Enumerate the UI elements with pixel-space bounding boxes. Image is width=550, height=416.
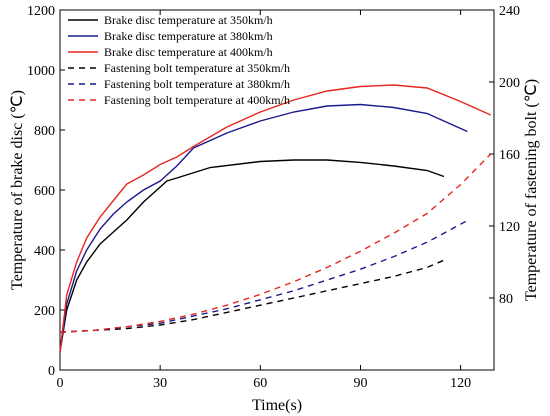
plot-axes: 0 30 60 90 120020040060080010001200801201602… bbox=[27, 4, 520, 391]
legend: Brake disc temperature at 350km/h Brake d… bbox=[68, 13, 290, 107]
left-y-tick-label: 1000 bbox=[27, 64, 55, 79]
left-y-tick-label: 200 bbox=[34, 304, 55, 319]
series-line-3 bbox=[59, 84, 491, 353]
legend-entry: Brake disc temperature at 400km/h bbox=[104, 45, 273, 59]
legend-entry: Fastening bolt temperature at 380km/h bbox=[104, 77, 290, 91]
x-axis-title: Time(s) bbox=[252, 397, 302, 414]
left-y-axis-title: Temperature of brake disc (℃) bbox=[9, 90, 26, 290]
legend-entry: Fastening bolt temperature at 400km/h bbox=[104, 93, 290, 107]
left-y-tick-label: 400 bbox=[34, 244, 55, 259]
series-line-1 bbox=[59, 159, 445, 353]
legend-entry: Brake disc temperature at 350km/h bbox=[104, 13, 273, 27]
right-y-tick-label: 200 bbox=[499, 76, 520, 91]
legend-entry: Fastening bolt temperature at 350km/h bbox=[104, 61, 290, 75]
right-y-tick-label: 80 bbox=[499, 292, 513, 307]
left-y-tick-label: 800 bbox=[34, 124, 55, 139]
left-y-tick-label: 1200 bbox=[27, 4, 55, 19]
x-tick-label: 60 bbox=[253, 376, 267, 391]
left-y-tick-label: 600 bbox=[34, 184, 55, 199]
right-y-axis-title: Temperature of fastening bolt (℃) bbox=[523, 79, 540, 301]
right-y-tick-label: 160 bbox=[499, 148, 520, 163]
series-line-4 bbox=[59, 259, 445, 333]
right-y-tick-label: 120 bbox=[499, 220, 520, 235]
x-tick-label: 90 bbox=[353, 376, 367, 391]
series-line-2 bbox=[59, 103, 468, 353]
x-tick-label: 30 bbox=[153, 376, 167, 391]
x-tick-label: 120 bbox=[450, 376, 471, 391]
legend-entry: Brake disc temperature at 380km/h bbox=[104, 29, 273, 43]
right-y-tick-label: 240 bbox=[499, 4, 520, 19]
series-line-6 bbox=[59, 153, 492, 333]
series-line-5 bbox=[59, 219, 468, 333]
x-tick-label: 0 bbox=[57, 376, 64, 391]
series-lines bbox=[59, 84, 492, 353]
left-y-tick-label: 0 bbox=[48, 364, 55, 379]
